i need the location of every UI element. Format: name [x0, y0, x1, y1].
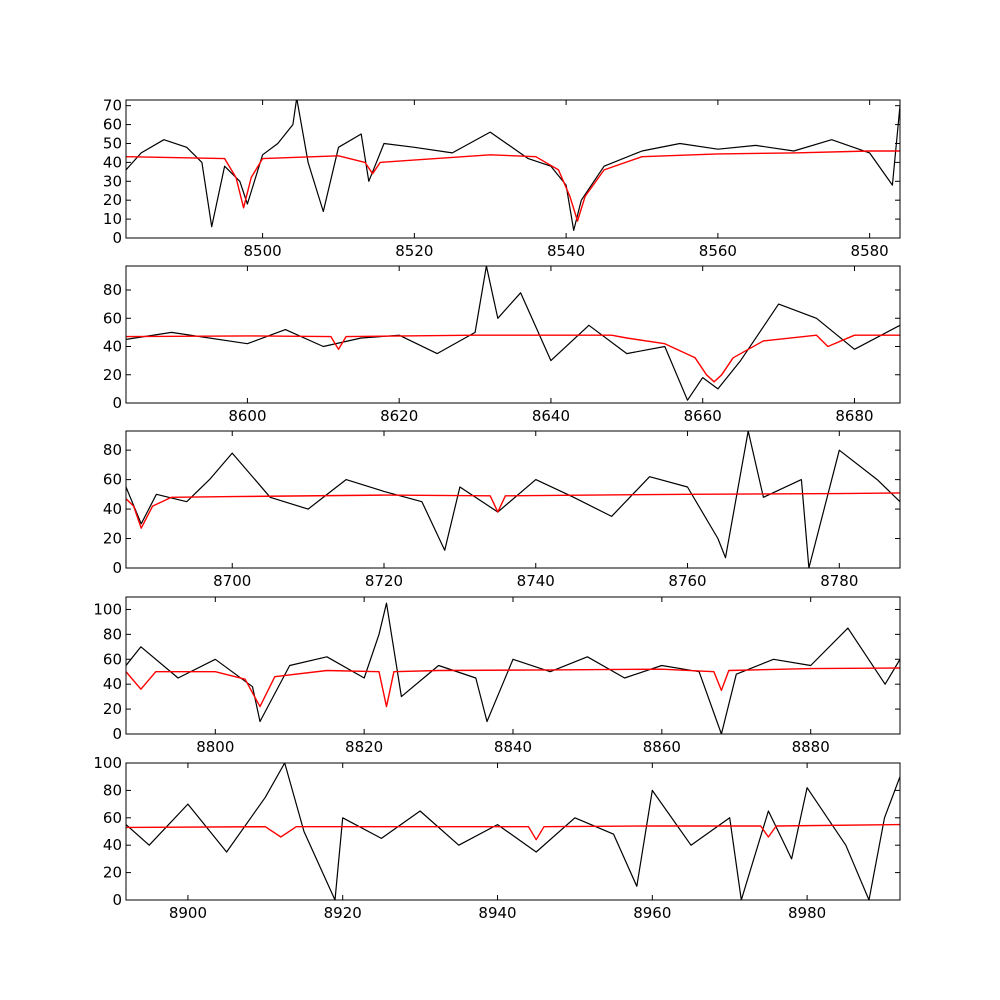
model-spectrum-line — [126, 492, 900, 529]
y-tick-label: 40 — [103, 500, 122, 518]
observed-spectrum-line — [126, 602, 900, 734]
x-tick-label: 8740 — [517, 572, 555, 590]
y-tick-label: 0 — [112, 891, 122, 909]
axes-frame — [125, 596, 901, 735]
x-tick-label: 8720 — [365, 572, 403, 590]
observed-spectrum-line — [126, 431, 900, 568]
x-tick-label: 8920 — [324, 904, 362, 922]
series-group — [126, 266, 900, 401]
x-tick-label: 8700 — [213, 572, 251, 590]
y-tick-label: 60 — [103, 650, 122, 668]
y-tick-label: 40 — [103, 338, 122, 356]
x-tick-label: 8820 — [345, 738, 383, 756]
x-tick-label: 8560 — [699, 242, 737, 260]
x-tick-label: 8680 — [835, 407, 873, 425]
axes-frame — [125, 265, 901, 404]
model-spectrum-line — [126, 150, 900, 222]
y-tick-label: 70 — [103, 97, 122, 115]
x-tick-label: 8640 — [532, 407, 570, 425]
y-tick-label: 100 — [93, 754, 122, 772]
y-tick-label: 40 — [103, 153, 122, 171]
x-tick-label: 8500 — [243, 242, 281, 260]
y-tick-label: 80 — [103, 781, 122, 799]
x-tick-label: 8760 — [668, 572, 706, 590]
x-tick-label: 8520 — [395, 242, 433, 260]
series-group — [126, 602, 900, 734]
y-tick-label: 40 — [103, 836, 122, 854]
y-tick-label: 0 — [112, 725, 122, 743]
model-spectrum-line — [126, 667, 900, 708]
x-tick-label: 8660 — [684, 407, 722, 425]
model-spectrum-line — [126, 823, 900, 841]
x-tick-label: 8800 — [196, 738, 234, 756]
panel-3: 8700 8720 8740 8760 8780 0 20 40 60 80 — [103, 430, 901, 590]
series-group — [126, 431, 900, 568]
x-tick-label: 8880 — [792, 738, 830, 756]
x-tick-label: 8620 — [380, 407, 418, 425]
x-tick-label: 8540 — [547, 242, 585, 260]
x-tick-label: 8860 — [643, 738, 681, 756]
series-group — [126, 100, 900, 231]
panel-4: 8800 8820 8840 8860 8880 0 20 40 60 80 100 — [93, 596, 901, 756]
y-tick-label: 20 — [103, 700, 122, 718]
y-tick-label: 40 — [103, 675, 122, 693]
x-tick-label: 8840 — [494, 738, 532, 756]
x-tick-label: 8980 — [788, 904, 826, 922]
y-tick-label: 10 — [103, 210, 122, 228]
y-tick-label: 60 — [103, 116, 122, 134]
observed-spectrum-line — [126, 266, 900, 401]
axes-frame — [125, 762, 901, 901]
panel-5: 8900 8920 8940 8960 8980 0 20 40 60 80 100 — [93, 754, 901, 922]
model-spectrum-line — [126, 334, 900, 383]
observed-spectrum-line — [126, 100, 900, 231]
y-tick-label: 20 — [103, 191, 122, 209]
y-tick-label: 60 — [103, 809, 122, 827]
y-tick-label: 20 — [103, 366, 122, 384]
panel-2: 8600 8620 8640 8660 8680 0 20 40 60 80 — [103, 265, 901, 425]
y-tick-label: 80 — [103, 441, 122, 459]
x-tick-label: 8580 — [851, 242, 889, 260]
y-tick-label: 0 — [112, 559, 122, 577]
series-group — [126, 763, 900, 900]
x-tick-label: 8940 — [478, 904, 516, 922]
x-tick-label: 8780 — [820, 572, 858, 590]
y-tick-label: 30 — [103, 172, 122, 190]
y-tick-label: 80 — [103, 625, 122, 643]
axes-frame — [125, 99, 901, 239]
y-tick-label: 100 — [93, 600, 122, 618]
y-tick-label: 50 — [103, 134, 122, 152]
y-tick-label: 60 — [103, 471, 122, 489]
y-tick-label: 0 — [112, 394, 122, 412]
y-tick-label: 80 — [103, 281, 122, 299]
x-tick-label: 8600 — [228, 407, 266, 425]
x-tick-label: 8960 — [633, 904, 671, 922]
y-tick-label: 20 — [103, 864, 122, 882]
x-tick-label: 8900 — [169, 904, 207, 922]
y-tick-label: 0 — [112, 229, 122, 247]
axes-frame — [125, 430, 901, 569]
y-tick-label: 60 — [103, 309, 122, 327]
y-tick-label: 20 — [103, 530, 122, 548]
observed-spectrum-line — [126, 763, 900, 900]
